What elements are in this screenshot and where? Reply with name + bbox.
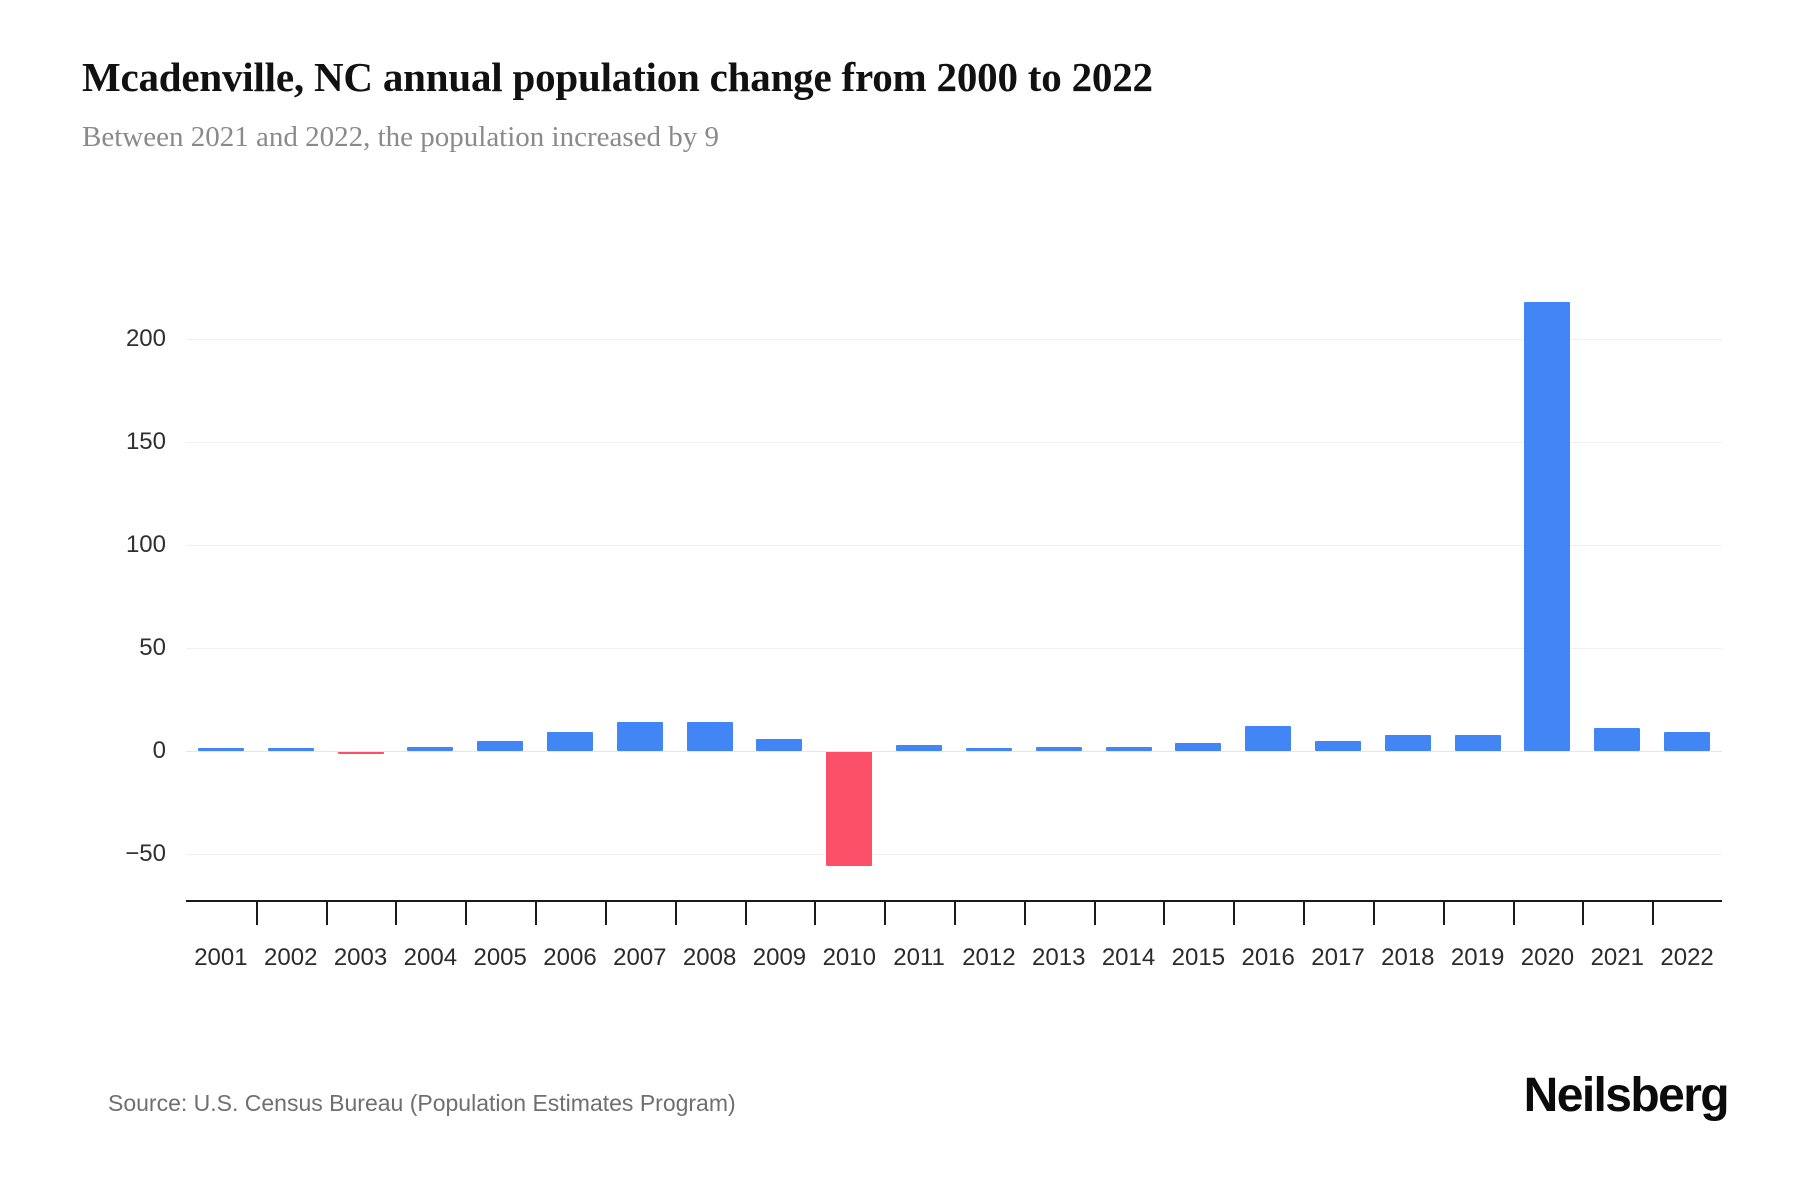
x-axis-tick xyxy=(535,901,538,925)
x-axis-tick xyxy=(395,901,398,925)
x-axis-tick-label: 2020 xyxy=(1520,944,1575,971)
x-axis-tick-label: 2006 xyxy=(543,944,597,971)
bar-2006[interactable] xyxy=(546,732,594,751)
x-axis-tick xyxy=(744,901,747,925)
x-axis-tick-label: 2004 xyxy=(403,944,458,971)
x-axis-tick-label: 2002 xyxy=(264,944,318,971)
bar-series xyxy=(186,0,1722,1200)
bar-2002[interactable] xyxy=(267,748,314,751)
bar-2019[interactable] xyxy=(1454,734,1501,751)
x-axis-tick-label: 2015 xyxy=(1171,944,1226,971)
bar-2017[interactable] xyxy=(1314,740,1362,751)
bar-2008[interactable] xyxy=(686,722,733,751)
x-axis-tick-label: 2009 xyxy=(752,944,807,971)
x-axis-tick xyxy=(1652,901,1655,925)
bar-2005[interactable] xyxy=(477,740,524,751)
x-axis-tick xyxy=(1023,901,1026,925)
x-axis-tick xyxy=(954,901,956,925)
y-axis-tick-label: 0 xyxy=(152,737,166,764)
brand-logo: Neilsberg xyxy=(1523,1069,1730,1122)
y-axis-tick-label: 150 xyxy=(125,428,166,455)
bar-2018[interactable] xyxy=(1384,734,1431,751)
bar-2020[interactable] xyxy=(1524,301,1571,751)
x-axis-tick xyxy=(465,901,468,925)
bar-2003[interactable] xyxy=(337,751,384,754)
x-axis-tick xyxy=(1512,901,1515,925)
bar-2013[interactable] xyxy=(1035,746,1082,751)
source-note: Source: U.S. Census Bureau (Population E… xyxy=(108,1090,736,1116)
gridline-200 xyxy=(186,339,1722,340)
x-axis-tick xyxy=(255,901,258,925)
bar-2016[interactable] xyxy=(1245,726,1292,751)
x-axis-tick-label: 2008 xyxy=(682,944,737,971)
x-axis-tick xyxy=(325,901,328,925)
page-subtitle: Between 2021 and 2022, the population in… xyxy=(82,121,720,153)
bar-2007[interactable] xyxy=(616,722,663,751)
x-axis-tick xyxy=(814,901,817,925)
x-axis-tick xyxy=(1303,901,1306,925)
page-title: Mcadenville, NC annual population change… xyxy=(82,54,1153,100)
zero-baseline xyxy=(186,751,1722,752)
x-axis-tick xyxy=(604,901,607,925)
x-axis-tick-label: 2018 xyxy=(1381,944,1435,971)
x-axis-tick-label: 2013 xyxy=(1032,944,1086,971)
bar-2012[interactable] xyxy=(965,748,1012,751)
x-axis-tick xyxy=(884,901,887,925)
x-axis-tick xyxy=(1442,901,1445,925)
y-axis-tick-label: −50 xyxy=(125,840,166,867)
gridline-50 xyxy=(186,648,1722,649)
x-axis-tick-label: 2017 xyxy=(1311,944,1365,971)
x-axis-tick-label: 2021 xyxy=(1590,944,1644,971)
x-axis-tick-label: 2007 xyxy=(613,944,667,971)
bar-2011[interactable] xyxy=(896,744,943,751)
x-axis-tick-label: 2016 xyxy=(1241,944,1295,971)
x-axis-tick xyxy=(1093,901,1096,925)
chart-header: Mcadenville, NC annual population change… xyxy=(82,52,1722,156)
bar-2014[interactable] xyxy=(1105,746,1152,751)
x-axis-tick-label: 2022 xyxy=(1660,944,1714,971)
y-axis-tick-label: 200 xyxy=(125,325,166,352)
x-axis-tick-label: 2011 xyxy=(893,944,945,971)
x-axis-tick xyxy=(1233,901,1236,925)
x-axis-tick-label: 2010 xyxy=(822,944,876,971)
y-axis-tick-label: 100 xyxy=(125,531,166,558)
x-axis-tick-label: 2003 xyxy=(333,944,388,971)
bar-2001[interactable] xyxy=(197,748,244,751)
gridline-150 xyxy=(186,442,1722,443)
y-axis-tick-label: 50 xyxy=(139,634,166,661)
x-axis-tick-label: 2014 xyxy=(1101,944,1156,971)
bar-2009[interactable] xyxy=(756,738,803,751)
x-axis-tick xyxy=(1163,901,1166,925)
x-axis-tick-label: 2019 xyxy=(1450,944,1505,971)
x-axis-tick-label: 2001 xyxy=(194,944,248,971)
x-axis-tick xyxy=(674,901,677,925)
gridline-minus50 xyxy=(186,854,1722,855)
bar-2004[interactable] xyxy=(407,746,454,751)
x-axis-tick xyxy=(1372,901,1375,925)
bar-2010[interactable] xyxy=(826,751,873,867)
gridline-100 xyxy=(186,545,1722,546)
x-axis-tick-label: 2012 xyxy=(962,944,1016,971)
x-axis-tick xyxy=(1582,901,1585,925)
x-axis-tick-label: 2005 xyxy=(473,944,527,971)
bar-2021[interactable] xyxy=(1594,728,1641,751)
bar-2015[interactable] xyxy=(1175,742,1222,751)
bar-2022[interactable] xyxy=(1664,732,1711,751)
